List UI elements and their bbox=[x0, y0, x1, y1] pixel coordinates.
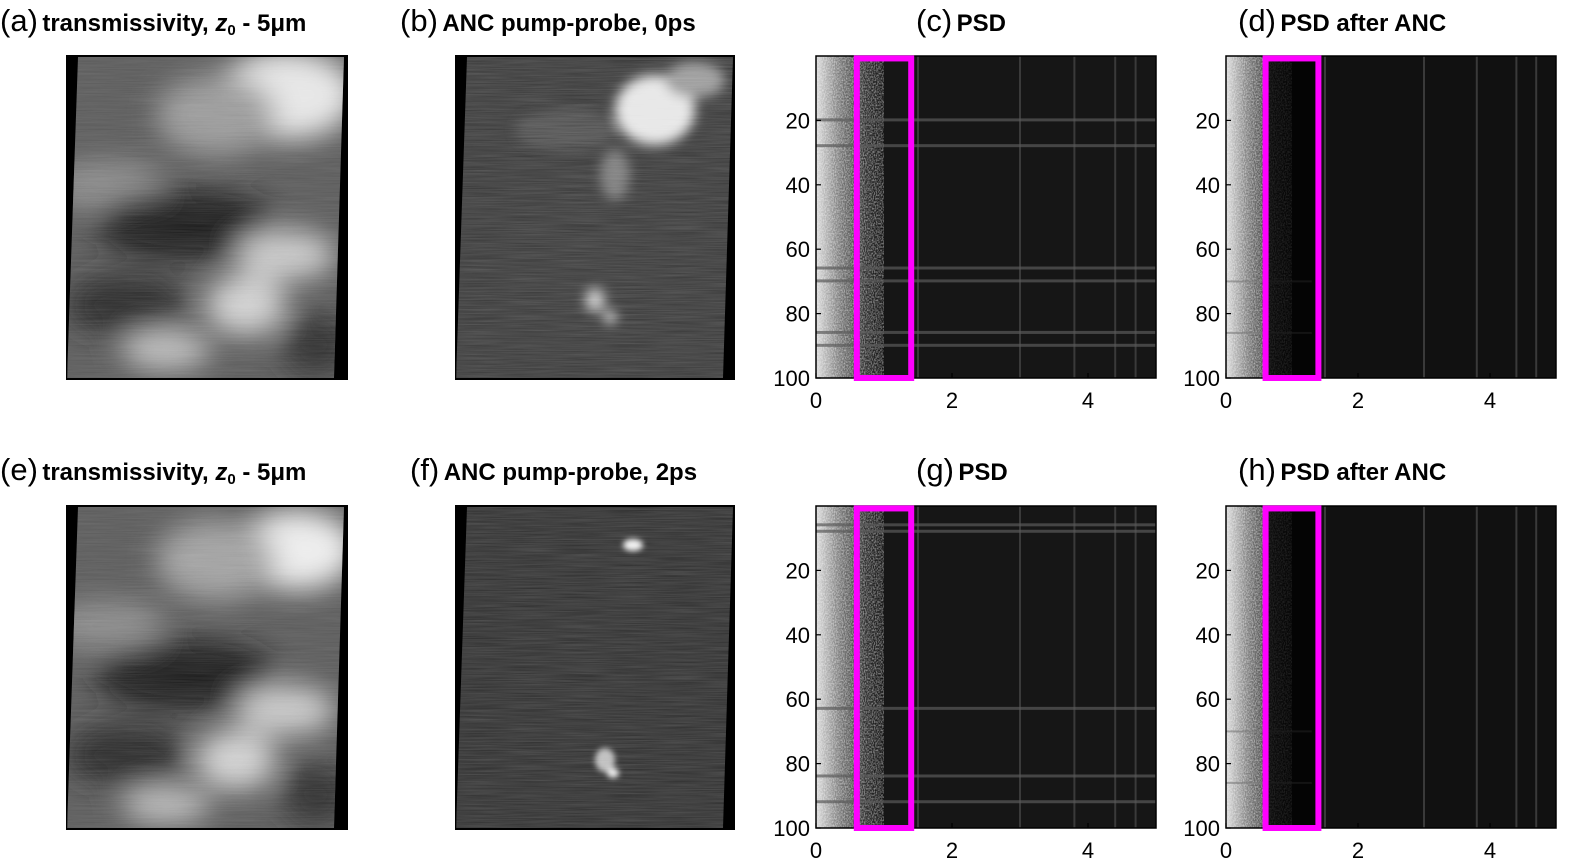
psd-horizontal-streak bbox=[816, 774, 1156, 778]
y-tick-label: 20 bbox=[1196, 108, 1220, 133]
panel-e-text: transmissivity, bbox=[42, 459, 216, 486]
y-tick-label: 80 bbox=[786, 752, 810, 777]
psd-speckle bbox=[816, 56, 884, 378]
highlight-box bbox=[1262, 55, 1322, 381]
y-tick-label: 20 bbox=[786, 108, 810, 133]
x-tick-label: 2 bbox=[1352, 388, 1364, 413]
panel-f-title: (f) ANC pump-probe, 2ps bbox=[410, 454, 697, 485]
panel-e-tag: (e) bbox=[0, 452, 38, 487]
y-tick-label: 40 bbox=[786, 173, 810, 198]
psd-plot-area bbox=[815, 505, 1157, 829]
psd-axes-frame bbox=[1225, 55, 1557, 379]
psd-horizontal-streak bbox=[816, 266, 1156, 270]
panel-h-title: (h) PSD after ANC bbox=[1238, 454, 1446, 485]
psd-axes-frame bbox=[815, 505, 1157, 829]
panel-f-image bbox=[454, 504, 736, 835]
psd-plot-area bbox=[815, 55, 1157, 379]
panel-b-title: (b) ANC pump-probe, 0ps bbox=[400, 5, 696, 36]
y-tick-label: 60 bbox=[1196, 237, 1220, 262]
psd-horizontal-streak bbox=[816, 706, 1156, 710]
transmissivity-image-e bbox=[65, 504, 349, 831]
panel-e-suffix: - 5μm bbox=[235, 459, 307, 486]
panel-a-text: transmissivity, bbox=[42, 10, 216, 37]
panel-c-tag: (c) bbox=[916, 3, 953, 38]
panel-g-title: (g) PSD bbox=[916, 454, 1008, 485]
panel-b-text: ANC pump-probe, 0ps bbox=[442, 10, 696, 37]
x-tick-label: 2 bbox=[946, 838, 958, 863]
y-tick-label: 100 bbox=[1183, 816, 1220, 841]
panel-d-text: PSD after ANC bbox=[1280, 10, 1447, 37]
y-tick-label: 100 bbox=[773, 366, 810, 391]
psd-horizontal-streak bbox=[816, 523, 1156, 527]
x-tick-label: 2 bbox=[1352, 838, 1364, 863]
panel-f-text: ANC pump-probe, 2ps bbox=[443, 459, 698, 486]
y-tick-label: 80 bbox=[786, 302, 810, 327]
psd-horizontal-streak bbox=[816, 118, 1156, 122]
y-tick-label: 60 bbox=[786, 237, 810, 262]
panel-g-tag: (g) bbox=[916, 452, 954, 487]
y-tick-label: 80 bbox=[1196, 302, 1220, 327]
panel-c-text: PSD bbox=[956, 10, 1006, 37]
y-tick-label: 40 bbox=[1196, 173, 1220, 198]
panel-h-text: PSD after ANC bbox=[1280, 459, 1447, 486]
y-tick-label: 20 bbox=[786, 558, 810, 583]
x-tick-label: 0 bbox=[1220, 388, 1232, 413]
panel-a-image bbox=[65, 54, 349, 385]
y-tick-label: 20 bbox=[1196, 558, 1220, 583]
psd-axes-frame bbox=[1225, 505, 1557, 829]
pumpprobe-image-f bbox=[454, 504, 736, 831]
panel-c-title: (c) PSD bbox=[916, 5, 1006, 36]
y-tick-label: 80 bbox=[1196, 752, 1220, 777]
panel-a-z: z0 bbox=[215, 10, 236, 39]
psd-horizontal-streak bbox=[816, 529, 1156, 533]
psd-horizontal-streak bbox=[816, 279, 1156, 283]
x-tick-label: 0 bbox=[1220, 838, 1232, 863]
panel-a-title: (a) transmissivity, z0 - 5μm bbox=[0, 5, 306, 38]
panel-a-tag: (a) bbox=[0, 3, 38, 38]
psd-horizontal-streak bbox=[816, 800, 1156, 804]
panel-f-tag: (f) bbox=[410, 452, 440, 487]
panel-a-suffix: - 5μm bbox=[235, 10, 307, 37]
panel-g-text: PSD bbox=[958, 459, 1008, 486]
panel-b-image bbox=[454, 54, 736, 385]
x-tick-label: 4 bbox=[1484, 388, 1496, 413]
pumpprobe-image-b bbox=[454, 54, 736, 381]
y-tick-label: 60 bbox=[1196, 687, 1220, 712]
x-tick-label: 2 bbox=[946, 388, 958, 413]
panel-d-title: (d) PSD after ANC bbox=[1238, 5, 1446, 36]
y-tick-label: 100 bbox=[1183, 366, 1220, 391]
y-tick-label: 60 bbox=[786, 687, 810, 712]
panel-e-title: (e) transmissivity, z0 - 5μm bbox=[0, 454, 306, 487]
transmissivity-image-a bbox=[65, 54, 349, 381]
psd-horizontal-streak bbox=[816, 343, 1156, 347]
psd-horizontal-streak bbox=[816, 144, 1156, 148]
highlight-box bbox=[853, 55, 915, 381]
x-tick-label: 4 bbox=[1484, 838, 1496, 863]
y-tick-label: 40 bbox=[786, 623, 810, 648]
psd-horizontal-streak bbox=[816, 330, 1156, 334]
x-tick-label: 4 bbox=[1082, 388, 1094, 413]
x-tick-label: 0 bbox=[810, 838, 822, 863]
x-tick-label: 0 bbox=[810, 388, 822, 413]
x-tick-label: 4 bbox=[1082, 838, 1094, 863]
psd-speckle bbox=[816, 506, 884, 828]
panel-h-tag: (h) bbox=[1238, 452, 1276, 487]
panel-b-tag: (b) bbox=[400, 3, 438, 38]
psd-axes-frame bbox=[815, 55, 1157, 379]
panel-e-image bbox=[65, 504, 349, 835]
y-tick-label: 100 bbox=[773, 816, 810, 841]
panel-d-tag: (d) bbox=[1238, 3, 1276, 38]
panel-e-z: z0 bbox=[215, 459, 236, 488]
y-tick-label: 40 bbox=[1196, 623, 1220, 648]
highlight-box bbox=[853, 505, 915, 831]
highlight-box bbox=[1262, 505, 1322, 831]
